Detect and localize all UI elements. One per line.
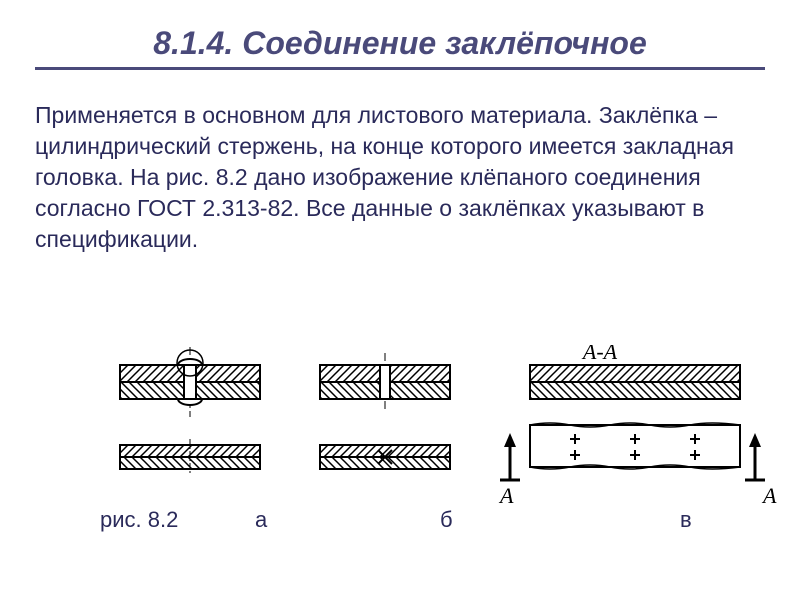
- body-paragraph: Применяется в основном для листового мат…: [0, 70, 800, 255]
- section-label: А-А: [581, 345, 618, 364]
- panel-c: А-А: [498, 345, 777, 508]
- section-arrow-right: А: [745, 433, 777, 508]
- figure-8-2: А-А: [0, 345, 800, 545]
- sublabel-b: б: [440, 507, 453, 533]
- section-arrow-left: А: [498, 433, 520, 508]
- sublabel-c: в: [680, 507, 692, 533]
- panel-a: [120, 347, 260, 475]
- arrow-label-left: А: [498, 483, 514, 508]
- figure-label: рис. 8.2: [100, 507, 178, 533]
- sublabel-a: а: [255, 507, 267, 533]
- panel-b: [320, 353, 450, 469]
- arrow-label-right: А: [761, 483, 777, 508]
- page-title: 8.1.4. Соединение заклёпочное: [0, 0, 800, 62]
